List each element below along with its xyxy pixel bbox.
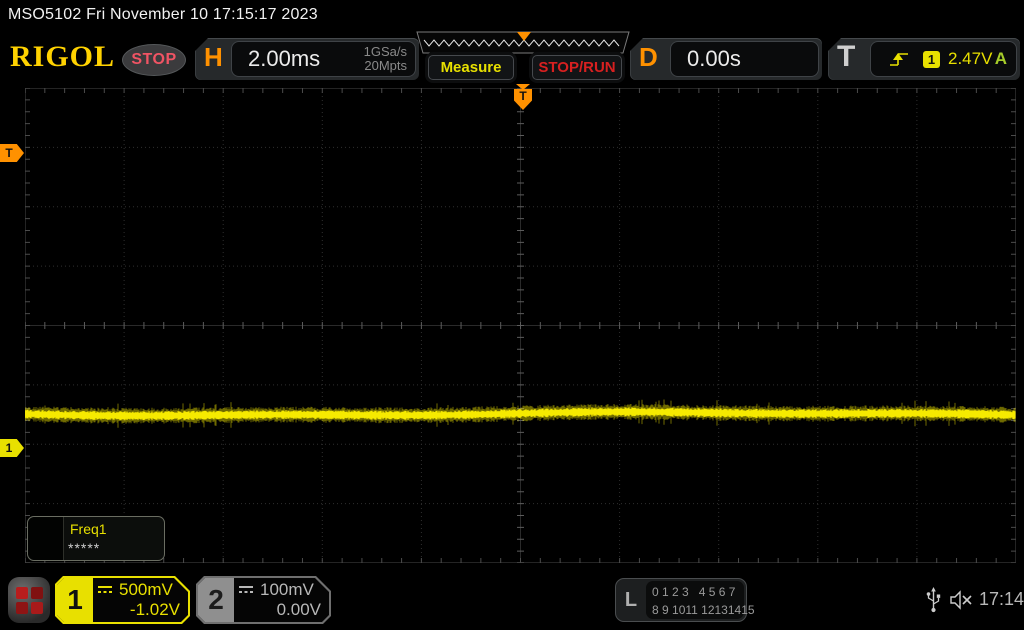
delay-value: 0.00s: [687, 46, 741, 71]
channel2-scale: 100mV: [260, 580, 314, 599]
sample-rate: 1GSa/s: [363, 44, 407, 59]
timebase-value: 2.00ms: [248, 46, 321, 71]
channel1-offset-marker[interactable]: 1: [0, 439, 24, 457]
logic-channels-badge[interactable]: L 0 1 2 3 4 5 6 7 8 9 1011 12131415: [615, 578, 755, 622]
rigol-logo: RIGOL: [10, 40, 116, 73]
logic-label: L: [624, 588, 638, 611]
speaker-muted-icon[interactable]: [949, 590, 975, 610]
trigger-source-badge: 1: [923, 50, 940, 68]
h-label: H: [204, 42, 223, 72]
trigger-position-chevron: [516, 84, 530, 90]
channel1-number: 1: [57, 578, 93, 622]
stop-run-button[interactable]: STOP/RUN: [532, 55, 622, 80]
trigger-position-marker[interactable]: T: [514, 89, 532, 110]
quick-menu-icon[interactable]: [8, 577, 50, 623]
rising-edge-trigger-icon: [890, 53, 908, 66]
run-state-badge: STOP: [122, 44, 186, 76]
t-label: T: [837, 40, 856, 73]
acquisition-info: 1GSa/s 20Mpts: [364, 45, 407, 73]
logic-row1: 0 1 2 3 4 5 6 7: [652, 585, 736, 599]
channel2-number: 2: [198, 578, 234, 622]
logic-channel-list: 0 1 2 3 4 5 6 7 8 9 1011 12131415: [646, 581, 755, 619]
measurement-thumbnail: [28, 517, 64, 560]
dc-coupling-icon: [97, 585, 113, 595]
measure-button[interactable]: Measure: [428, 55, 514, 80]
channel2-offset: 0.00V: [276, 600, 321, 619]
trigger-level-marker[interactable]: T: [0, 144, 24, 162]
channel1-scale: 500mV: [119, 580, 173, 599]
measurement-name: Freq1: [70, 521, 107, 537]
horizontal-settings-block[interactable]: H 2.00ms 1GSa/s 20Mpts: [195, 38, 419, 80]
channel2-badge[interactable]: 2 100mV 0.00V: [196, 576, 331, 624]
trigger-mode-auto: A: [994, 49, 1007, 68]
trigger-level-value: 2.47V: [948, 49, 993, 68]
logic-row2: 8 9 1011 12131415: [652, 603, 755, 617]
memory-depth: 20Mpts: [364, 58, 407, 73]
measurement-value: *****: [68, 540, 101, 556]
window-title: MSO5102 Fri November 10 17:15:17 2023: [8, 6, 318, 23]
waveform-display-area[interactable]: [24, 87, 1016, 564]
channel1-offset: -1.02V: [129, 600, 180, 619]
usb-icon: [926, 587, 941, 613]
clock: 17:14: [979, 589, 1024, 609]
waveform-preview-strip[interactable]: [410, 31, 636, 54]
measurement-result-box[interactable]: Freq1 *****: [27, 516, 165, 561]
delay-settings-block[interactable]: D 0.00s: [630, 38, 822, 80]
channel1-badge[interactable]: 1 500mV -1.02V: [55, 576, 190, 624]
dc-coupling-icon: [238, 585, 254, 595]
trigger-settings-block[interactable]: T 1 2.47V A: [828, 38, 1020, 80]
d-label: D: [639, 42, 658, 72]
graticule-grid: [24, 87, 1016, 564]
